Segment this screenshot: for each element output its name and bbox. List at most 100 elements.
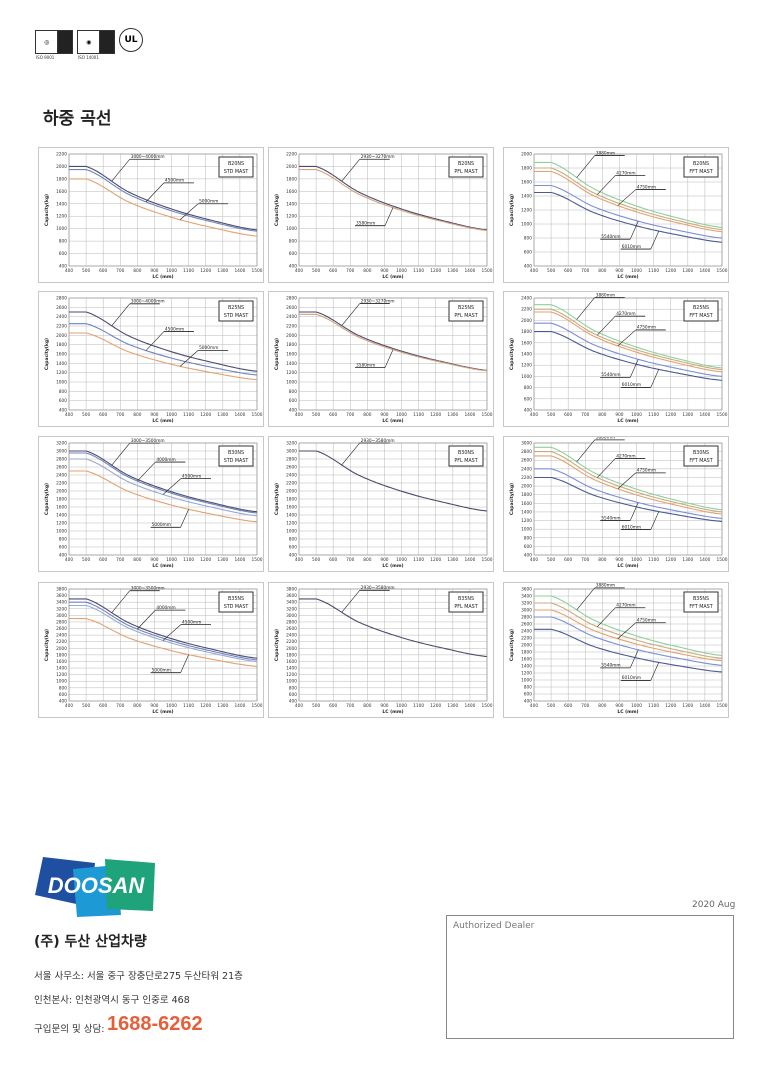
annotation-leader [576,587,595,611]
x-tick-label: 900 [380,703,388,709]
annotation-leader [180,509,189,528]
x-tick-label: 800 [363,557,371,563]
y-tick-label: 1600 [286,505,297,511]
y-tick-label: 2400 [286,633,297,639]
x-tick-label: 800 [133,557,141,563]
y-tick-label: 2800 [521,449,532,455]
y-tick-label: 1800 [521,492,532,498]
x-axis-label: LC (mm) [382,709,403,715]
x-tick-label: 1300 [217,703,228,709]
x-tick-label: 600 [564,703,572,709]
y-tick-label: 2000 [56,333,67,339]
x-tick-label: 900 [150,412,158,418]
x-tick-label: 700 [346,268,354,274]
annotation-leader [111,442,130,466]
y-tick-label: 1600 [286,189,297,195]
y-axis-label: Capacity(kg) [274,338,280,370]
y-tick-label: 1200 [521,671,532,677]
annotation-leader [341,303,360,326]
annotation-leader [576,155,595,178]
iso9001-cert-logo: ◎ [35,30,73,54]
plot-area [533,297,723,411]
plot-area [298,297,488,411]
model-box [218,300,254,322]
y-tick-label: 2600 [286,305,297,311]
x-tick-label: 1400 [699,703,710,709]
annotation-leader [650,662,660,681]
annotation-leader [617,472,636,490]
x-tick-label: 1100 [413,412,424,418]
series-annotation-label: 4750mm [637,468,656,474]
series-line [534,184,723,239]
annotation-leader [137,609,156,630]
series-annotation-label: 4750mm [637,618,656,624]
x-tick-label: 1300 [217,412,228,418]
y-tick-label: 2200 [286,152,297,158]
y-tick-label: 3200 [56,606,67,612]
y-tick-label: 1200 [56,214,67,220]
series-line [69,169,258,232]
x-tick-label: 400 [530,703,538,709]
y-tick-label: 1800 [521,166,532,172]
mast-type: FFT MAST [689,313,712,319]
series-line [534,616,723,666]
x-tick-label: 900 [150,703,158,709]
y-axis-label: Capacity(kg) [509,338,515,370]
x-tick-label: 1400 [464,703,475,709]
series-annotation-label: 2930~3580mm [361,438,395,444]
series-annotation-label: 4270mm [616,170,635,176]
load-chart-b35ns-std: 400 600 800 1000 1200 1400 1600 1800 2000 2200 240… [38,582,264,718]
y-tick-label: 2800 [56,296,67,302]
y-tick-label: 1800 [521,329,532,335]
x-tick-label: 700 [116,412,124,418]
x-tick-label: 800 [133,268,141,274]
x-tick-label: 1100 [183,557,194,563]
x-tick-label: 500 [547,412,555,418]
y-tick-label: 2200 [56,324,67,330]
y-tick-label: 400 [59,699,67,705]
mast-type: STD MAST [224,313,249,319]
y-tick-label: 1000 [521,222,532,228]
y-tick-label: 3200 [286,441,297,447]
y-tick-label: 2400 [286,473,297,479]
x-tick-label: 1300 [447,703,458,709]
y-tick-label: 600 [524,250,532,256]
y-tick-label: 3200 [286,606,297,612]
series-annotation-label: 3000~3500mm [131,438,165,444]
model-box [448,300,484,322]
x-tick-label: 1200 [200,703,211,709]
y-tick-label: 1600 [521,657,532,663]
x-tick-label: 1400 [699,557,710,563]
series-line [534,446,723,511]
x-tick-label: 400 [65,557,73,563]
x-tick-label: 600 [329,412,337,418]
x-tick-label: 1300 [447,268,458,274]
x-tick-label: 700 [581,268,589,274]
x-tick-label: 900 [150,557,158,563]
plot-area [298,442,488,556]
x-tick-label: 1300 [682,412,693,418]
series-annotation-label: 3000~4000mm [131,299,165,305]
y-tick-label: 1400 [521,194,532,200]
x-axis-label: LC (mm) [152,274,173,280]
y-tick-label: 1200 [286,214,297,220]
x-axis-label: LC (mm) [617,709,638,715]
y-tick-label: 1600 [56,189,67,195]
y-tick-label: 1400 [521,352,532,358]
y-tick-label: 1400 [286,513,297,519]
y-tick-label: 600 [289,251,297,257]
authorized-dealer-box: Authorized Dealer [446,915,734,1039]
annotation-leader [650,511,660,530]
annotation-leader [137,461,156,482]
x-tick-label: 600 [564,557,572,563]
x-tick-label: 400 [530,412,538,418]
y-tick-label: 2000 [521,484,532,490]
y-tick-label: 2200 [521,475,532,481]
x-tick-label: 900 [150,268,158,274]
chart-svg: 4006008001000120014001600180020002200240… [509,583,728,715]
x-tick-label: 500 [547,703,555,709]
y-tick-label: 1600 [56,352,67,358]
mast-type: FFT MAST [689,458,712,464]
plot-area [533,588,723,702]
series-line [69,323,258,376]
